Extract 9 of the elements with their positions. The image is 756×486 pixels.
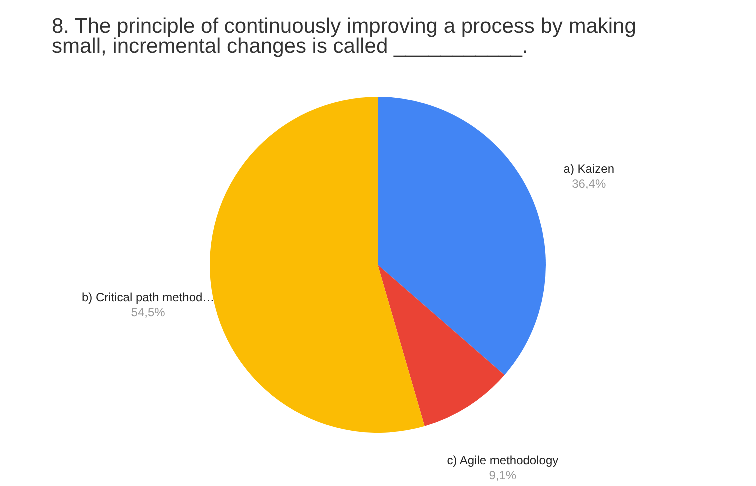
slice-label: b) Critical path method… (82, 290, 215, 305)
chart-title: 8. The principle of continuously improving a process by making small, incremental changes is called ___________. (52, 15, 636, 58)
data-label: 9,1% (489, 468, 517, 482)
data-label: 36,4% (572, 176, 606, 191)
pie-slice (378, 265, 505, 426)
pie-slice (378, 97, 546, 376)
slice-label: c) Agile methodology (447, 453, 559, 468)
data-label: 54,5% (131, 306, 166, 320)
slice-label: a) Kaizen (564, 162, 614, 176)
